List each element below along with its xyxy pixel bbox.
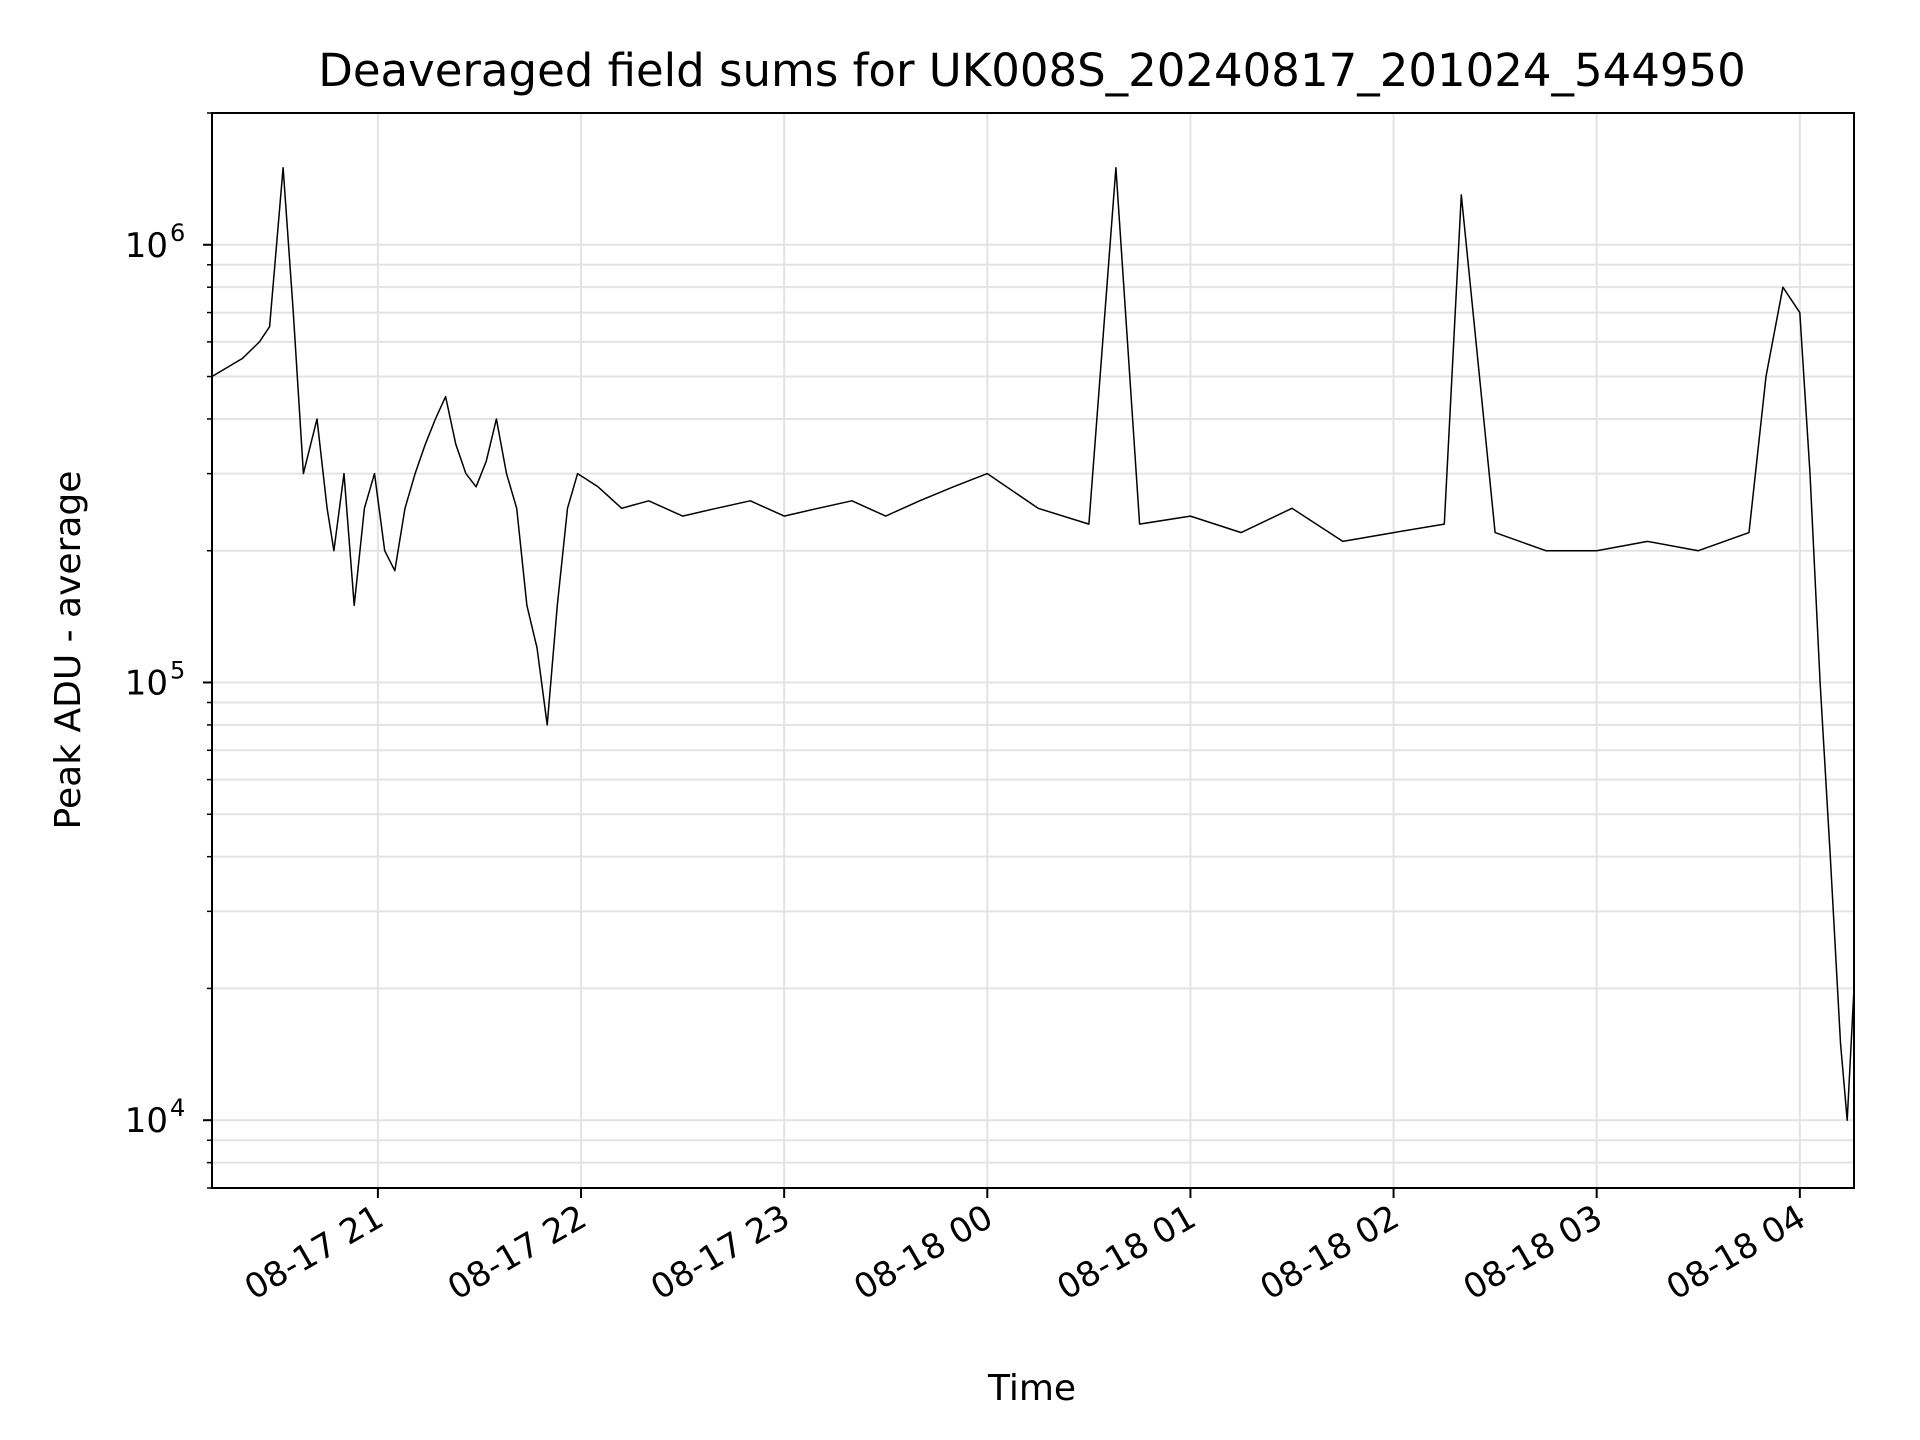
y-tick-base: 10	[125, 663, 168, 703]
y-tick-label: 10 4	[125, 1094, 186, 1141]
grid-lines	[212, 112, 1854, 1189]
y-tick-label: 10 6	[125, 219, 186, 266]
series-layer	[211, 166, 1855, 1121]
series-line	[211, 166, 1855, 1121]
y-tick-base: 10	[125, 1101, 168, 1141]
y-axis-label: Peak ADU - average	[48, 471, 89, 830]
plot-frame	[211, 112, 1855, 1189]
y-tick-label: 10 5	[125, 656, 186, 703]
y-tick-base: 10	[125, 226, 168, 266]
y-tick-exponent: 5	[170, 656, 185, 684]
chart-title: Deaveraged field sums for UK008S_2024081…	[318, 44, 1746, 97]
x-axis-label: Time	[987, 1368, 1076, 1409]
y-tick-exponent: 6	[170, 219, 185, 247]
y-tick-exponent: 4	[170, 1094, 185, 1122]
